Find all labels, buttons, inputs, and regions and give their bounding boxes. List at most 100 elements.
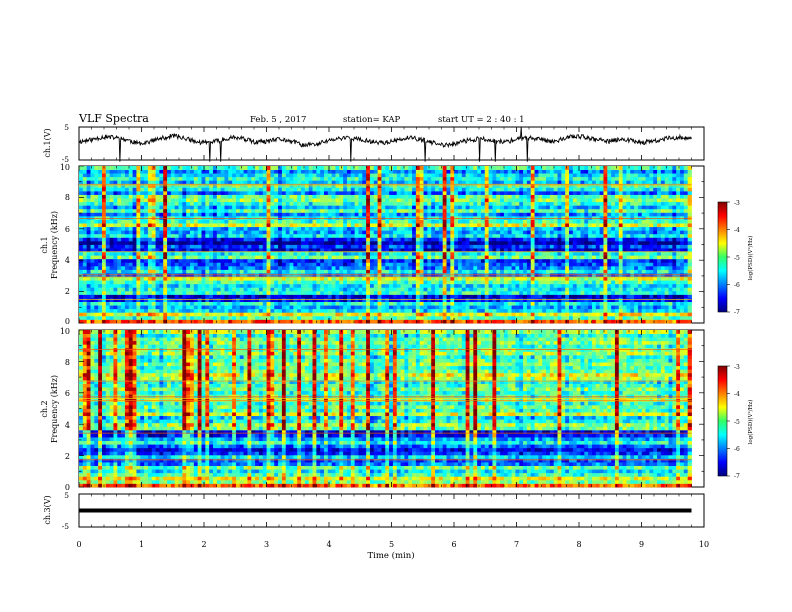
spectrogram-cell <box>492 233 497 238</box>
spectrogram-cell <box>614 280 620 285</box>
spectrogram-cell <box>427 219 432 224</box>
spectrogram-cell <box>255 290 260 295</box>
spectrogram-cell <box>607 308 612 313</box>
spectrogram-cell <box>293 287 298 292</box>
spectrogram-cell <box>454 230 459 235</box>
spectrogram-cell <box>584 226 589 231</box>
spectrogram-cell <box>653 240 658 245</box>
spectrogram-cell <box>216 233 222 238</box>
spectrogram-cell <box>239 305 245 310</box>
spectrogram-cell <box>109 233 114 238</box>
spectrogram-cell <box>580 283 585 288</box>
spectrogram-cell <box>266 240 271 245</box>
spectrogram-cell <box>461 287 467 292</box>
spectrogram-cell <box>258 312 264 317</box>
spectrogram-cell <box>358 226 363 231</box>
spectrogram-cell <box>151 305 156 310</box>
spectrogram-cell <box>94 305 99 310</box>
spectrogram-cell <box>500 248 505 253</box>
spectrogram-cell <box>561 244 566 249</box>
spectrogram-cell <box>519 308 524 313</box>
spectrogram-cell <box>147 294 153 299</box>
spectrogram-cell <box>147 219 153 224</box>
spectrogram-cell <box>649 305 654 310</box>
spectrogram-cell <box>251 258 256 263</box>
spectrogram-cell <box>649 308 654 313</box>
spectrogram-cell <box>618 219 623 224</box>
spectrogram-cell <box>431 287 436 292</box>
spectrogram-cell <box>335 233 340 238</box>
spectrogram-cell <box>496 301 501 306</box>
spectrogram-cell <box>281 262 287 267</box>
spectrogram-cell <box>212 237 218 242</box>
spectrogram-cell <box>239 301 245 306</box>
spectrogram-cell <box>343 248 348 253</box>
spectrogram-cell <box>278 212 283 217</box>
spectrogram-cell <box>469 251 474 256</box>
spectrogram-cell <box>266 226 271 231</box>
spectrogram-cell <box>377 248 382 253</box>
spectrogram-cell <box>389 248 394 253</box>
spectrogram-cell <box>546 265 551 270</box>
spectrogram-cell <box>580 230 585 235</box>
spectrogram-cell <box>251 251 256 256</box>
spectrogram-cell <box>163 298 168 302</box>
spectrogram-cell <box>442 301 447 306</box>
spectrogram-cell <box>354 269 359 274</box>
spectrogram-cell <box>404 315 409 320</box>
spectrogram-cell <box>415 255 421 260</box>
spectrogram-cell <box>228 287 233 292</box>
spectrogram-cell <box>549 248 555 253</box>
spectrogram-cell <box>496 319 501 324</box>
spectrogram-cell <box>197 312 202 317</box>
spectrogram-cell <box>346 223 352 228</box>
spectrogram-cell <box>400 248 405 253</box>
spectrogram-cell <box>316 312 321 317</box>
spectrogram-cell <box>243 212 248 217</box>
spectrogram-cell <box>561 294 566 299</box>
spectrogram-cell <box>201 262 206 267</box>
spectrogram-cell <box>687 301 692 306</box>
spectrogram-cell <box>634 251 639 256</box>
spectrogram-cell <box>572 269 578 274</box>
spectrogram-cell <box>79 276 84 281</box>
spectrogram-cell <box>553 215 558 220</box>
spectrogram-cell <box>477 230 482 235</box>
spectrogram-cell <box>159 248 164 253</box>
spectrogram-cell <box>392 262 398 267</box>
spectrogram-cell <box>477 283 482 288</box>
spectrogram-cell <box>121 319 126 324</box>
spectrogram-cell <box>526 251 532 256</box>
spectrogram-cell <box>324 251 329 256</box>
spectrogram-cell <box>457 226 463 231</box>
spectrogram-cell <box>86 226 91 231</box>
spectrogram-cell <box>109 298 114 302</box>
spectrogram-cell <box>534 308 539 313</box>
spectrogram-cell <box>488 301 493 306</box>
spectrogram-cell <box>630 301 635 306</box>
spectrogram-cell <box>477 315 482 320</box>
spectrogram-cell <box>672 287 677 292</box>
spectrogram-cell <box>285 215 290 220</box>
spectrogram-cell <box>98 240 103 245</box>
spectrogram-cell <box>538 308 543 313</box>
spectrogram-cell <box>408 255 413 260</box>
spectrogram-cell <box>201 305 206 310</box>
spectrogram-cell <box>190 226 195 231</box>
spectrogram-cell <box>607 319 612 324</box>
spectrogram-cell <box>301 305 306 310</box>
spectrogram-cell <box>82 212 88 217</box>
spectrogram-cell <box>216 283 222 288</box>
spectrogram-cell <box>281 308 287 313</box>
spectrogram-cell <box>572 219 578 224</box>
spectrogram-cell <box>500 223 505 228</box>
spectrogram-cell <box>389 269 394 274</box>
spectrogram-cell <box>224 290 229 295</box>
spectrogram-cell <box>235 244 241 249</box>
spectrogram-cell <box>538 298 543 302</box>
spectrogram-cell <box>599 269 604 274</box>
spectrogram-cell <box>680 301 685 306</box>
spectrogram-cell <box>197 248 202 253</box>
spectrogram-cell <box>369 290 375 295</box>
spectrogram-cell <box>289 283 294 288</box>
